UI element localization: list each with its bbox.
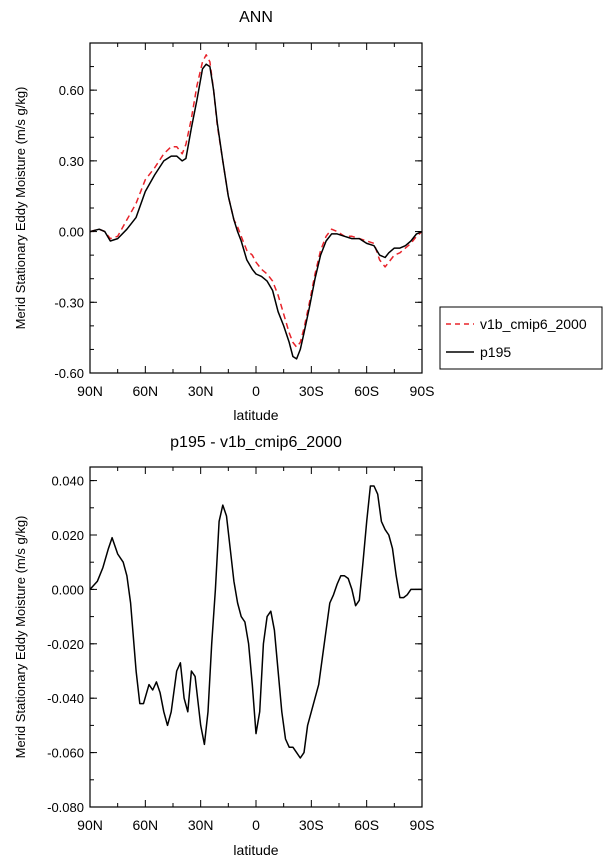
chart-bottom-y-axis-label: Merid Stationary Eddy Moisture (m/s g/kg…	[13, 516, 28, 759]
series-line-difference	[89, 485, 422, 759]
y-tick-label: -0.080	[47, 800, 84, 815]
y-tick-label: -0.60	[54, 366, 84, 381]
chart-top: ANN 90N 60N 30N 0 30S 60S 90S -0.60 -0.30 0.00 0.…	[13, 9, 434, 423]
chart-bottom: p195 - v1b_cmip6_2000 90N 60N 30N 0 30S 60S 90…	[13, 434, 434, 858]
chart-top-plot-frame	[89, 42, 423, 374]
series-line-v1b_cmip6_2000	[89, 54, 423, 348]
x-tick-label: 0	[252, 817, 260, 833]
x-tick-label: 30S	[299, 817, 324, 833]
chart-top-series	[89, 54, 423, 360]
y-tick-label: 0.60	[59, 83, 84, 98]
chart-bottom-plot-frame	[89, 466, 423, 808]
legend-label-p195: p195	[480, 344, 511, 360]
y-tick-label: 0.30	[59, 154, 84, 169]
x-tick-label: 90S	[410, 383, 435, 399]
y-tick-label: 0.040	[51, 474, 84, 489]
legend-label-v1b: v1b_cmip6_2000	[480, 316, 587, 332]
y-tick-label: -0.30	[54, 295, 84, 310]
y-tick-label: 0.020	[51, 528, 84, 543]
x-tick-label: 90N	[77, 817, 103, 833]
chart-top-legend: v1b_cmip6_2000 p195	[439, 306, 603, 370]
y-tick-label: 0.00	[59, 225, 84, 240]
x-tick-label: 60N	[132, 817, 158, 833]
y-tick-label: -0.060	[47, 746, 84, 761]
x-tick-label: 60S	[354, 383, 379, 399]
x-tick-label: 30N	[188, 817, 214, 833]
x-tick-label: 0	[252, 383, 260, 399]
chart-bottom-ticks	[89, 467, 423, 808]
x-tick-label: 60N	[132, 383, 158, 399]
chart-bottom-x-axis-label: latitude	[233, 842, 278, 858]
chart-bottom-x-tick-labels: 90N 60N 30N 0 30S 60S 90S	[77, 817, 434, 833]
chart-top-y-tick-labels: -0.60 -0.30 0.00 0.30 0.60	[54, 83, 84, 381]
x-tick-label: 90N	[77, 383, 103, 399]
chart-top-x-axis-label: latitude	[233, 407, 278, 423]
x-tick-label: 30N	[188, 383, 214, 399]
chart-bottom-title: p195 - v1b_cmip6_2000	[170, 434, 342, 451]
x-tick-label: 60S	[354, 817, 379, 833]
chart-top-title: ANN	[239, 9, 273, 26]
legend-frame	[439, 306, 603, 370]
y-tick-label: -0.040	[47, 691, 84, 706]
chart-top-x-tick-labels: 90N 60N 30N 0 30S 60S 90S	[77, 383, 434, 399]
x-tick-label: 30S	[299, 383, 324, 399]
y-tick-label: 0.000	[51, 582, 84, 597]
chart-bottom-series	[89, 485, 422, 759]
chart-bottom-y-tick-labels: -0.080 -0.060 -0.040 -0.020 0.000 0.020 0.040	[47, 474, 84, 815]
chart-top-y-axis-label: Merid Stationary Eddy Moisture (m/s g/kg…	[13, 87, 28, 330]
x-tick-label: 90S	[410, 817, 435, 833]
y-tick-label: -0.020	[47, 637, 84, 652]
series-line-p195	[89, 63, 423, 360]
